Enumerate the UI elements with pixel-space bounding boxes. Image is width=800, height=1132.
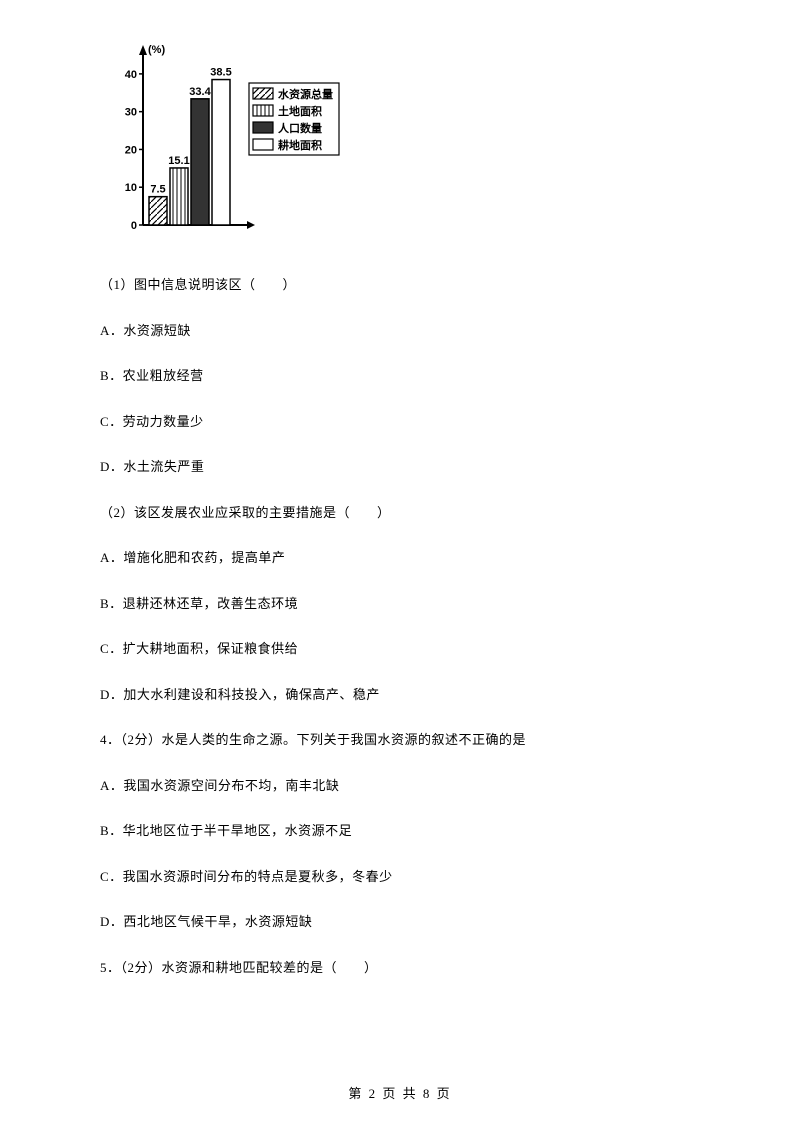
text-line-9: D．加大水利建设和科技投入，确保高产、稳产 bbox=[100, 685, 700, 705]
text-line-0: （1）图中信息说明该区（ ） bbox=[100, 275, 700, 295]
bar-0 bbox=[149, 197, 167, 225]
text-line-14: D．西北地区气候干旱，水资源短缺 bbox=[100, 912, 700, 932]
text-line-13: C．我国水资源时间分布的特点是夏秋多，冬春少 bbox=[100, 867, 700, 887]
text-line-3: C．劳动力数量少 bbox=[100, 412, 700, 432]
bar-3 bbox=[212, 80, 230, 225]
footer-suffix: 页 bbox=[437, 1086, 452, 1101]
page-footer: 第 2 页 共 8 页 bbox=[0, 1083, 800, 1102]
bar-chart: 0 10 20 30 40 (%) 7.5 15.1 33.4 38.5 水资源总量土地面积人口数量… bbox=[115, 40, 335, 245]
text-line-4: D．水土流失严重 bbox=[100, 457, 700, 477]
svg-text:40: 40 bbox=[125, 69, 137, 81]
text-line-15: 5．（2分）水资源和耕地匹配较差的是（ ） bbox=[100, 958, 700, 978]
text-line-7: B．退耕还林还草，改善生态环境 bbox=[100, 594, 700, 614]
svg-text:0: 0 bbox=[131, 220, 137, 232]
text-line-8: C．扩大耕地面积，保证粮食供给 bbox=[100, 639, 700, 659]
legend-label-2: 人口数量 bbox=[278, 121, 322, 135]
text-line-10: 4．（2分）水是人类的生命之源。下列关于我国水资源的叙述不正确的是 bbox=[100, 730, 700, 750]
svg-text:(%): (%) bbox=[148, 44, 165, 56]
bar-label-1: 15.1 bbox=[168, 155, 189, 167]
bar-2 bbox=[191, 99, 209, 225]
legend-label-1: 土地面积 bbox=[278, 104, 322, 118]
text-line-12: B．华北地区位于半干旱地区，水资源不足 bbox=[100, 821, 700, 841]
legend-swatch-1 bbox=[253, 105, 273, 116]
text-line-6: A．增施化肥和农药，提高单产 bbox=[100, 548, 700, 568]
text-line-1: A．水资源短缺 bbox=[100, 321, 700, 341]
bar-label-3: 38.5 bbox=[210, 67, 231, 79]
footer-prefix: 第 bbox=[348, 1086, 363, 1101]
chart-svg: 0 10 20 30 40 (%) 7.5 15.1 33.4 38.5 水资源总量土地面积人口数量… bbox=[115, 40, 340, 245]
bar-1 bbox=[170, 168, 188, 225]
bar-label-0: 7.5 bbox=[150, 184, 165, 196]
text-line-2: B．农业粗放经营 bbox=[100, 366, 700, 386]
legend-label-0: 水资源总量 bbox=[278, 87, 333, 101]
text-line-11: A．我国水资源空间分布不均，南丰北缺 bbox=[100, 776, 700, 796]
bar-label-2: 33.4 bbox=[189, 86, 211, 98]
footer-mid: 页 共 bbox=[382, 1086, 417, 1101]
svg-text:10: 10 bbox=[125, 182, 137, 194]
svg-text:20: 20 bbox=[125, 144, 137, 156]
content-area: （1）图中信息说明该区（ ） A．水资源短缺 B．农业粗放经营 C．劳动力数量少 D．水… bbox=[100, 275, 700, 977]
footer-current: 2 bbox=[369, 1086, 378, 1101]
legend-label-3: 耕地面积 bbox=[278, 138, 322, 152]
text-line-5: （2）该区发展农业应采取的主要措施是（ ） bbox=[100, 503, 700, 523]
footer-total: 8 bbox=[423, 1086, 432, 1101]
legend-swatch-2 bbox=[253, 122, 273, 133]
svg-text:30: 30 bbox=[125, 107, 137, 119]
legend-swatch-0 bbox=[253, 88, 273, 99]
legend-swatch-3 bbox=[253, 139, 273, 150]
